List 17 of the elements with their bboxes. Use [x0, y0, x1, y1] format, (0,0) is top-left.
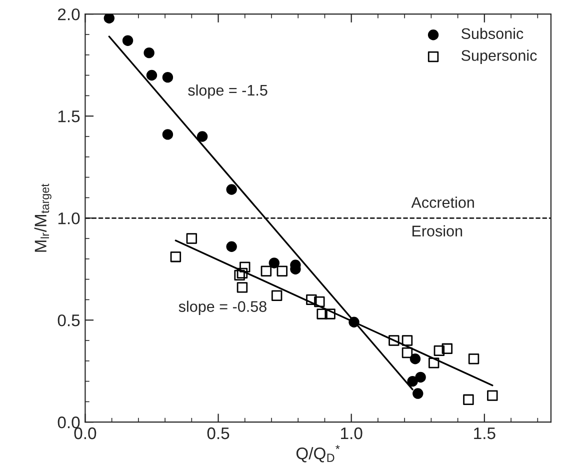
y-tick-label: 2.0: [58, 8, 80, 20]
annotation: Erosion: [412, 225, 462, 236]
annotation: Accretion: [411, 196, 474, 208]
legend-label: Supersonic: [461, 50, 537, 64]
x-tick-label: 0.0: [74, 427, 96, 440]
x-tick-label: 1.0: [341, 427, 362, 440]
y-tick-label: 0.5: [58, 314, 80, 326]
y-tick-label: 1.5: [58, 110, 80, 122]
annotation: slope = -0.58: [178, 300, 266, 315]
y-tick-label: 1.0: [58, 212, 80, 224]
y-tick-label: 0.0: [58, 416, 80, 428]
x-axis-title: Q/Q$_{D}$$^{*}$: [296, 444, 340, 462]
x-tick-label: 0.5: [207, 427, 230, 440]
y-axis-title: M$_{lr}$/M$_{target}$: [34, 184, 52, 252]
legend-label: Subsonic: [461, 28, 524, 40]
annotation: slope = -1.5: [188, 84, 268, 99]
x-tick-label: 1.5: [474, 428, 496, 440]
